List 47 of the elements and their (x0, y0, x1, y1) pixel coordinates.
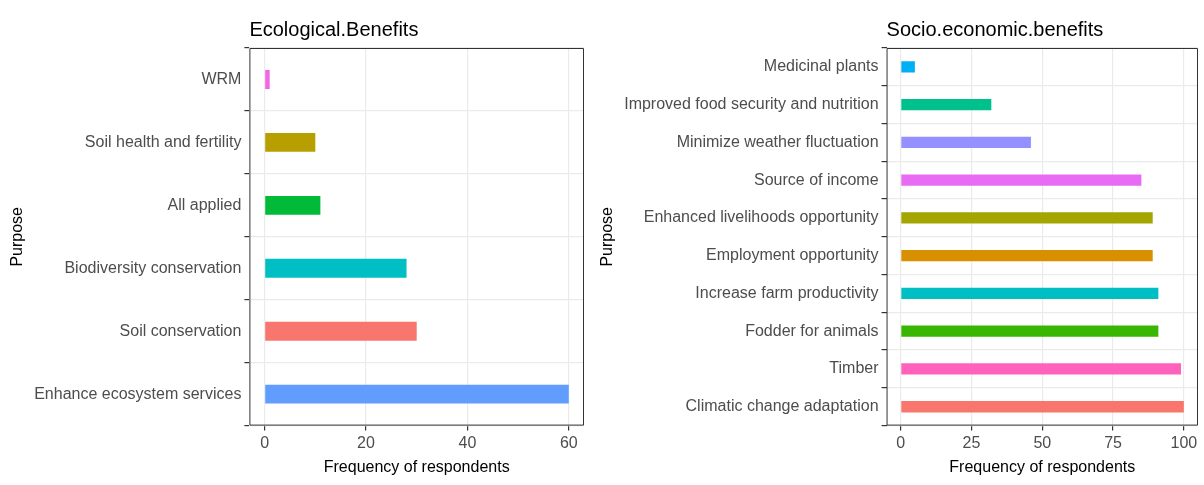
bar (901, 136, 1031, 149)
y-tick-label: Employment opportunity (706, 246, 879, 264)
y-tick-label: Timber (829, 359, 880, 377)
x-tick-label: 100 (1170, 433, 1198, 451)
x-tick-label: 0 (896, 433, 906, 451)
bar (901, 212, 1153, 224)
y-tick-label: Medicinal plants (763, 57, 879, 75)
y-tick-label: All applied (167, 195, 242, 213)
bar (265, 384, 569, 404)
bar (901, 325, 1159, 337)
y-tick-label: Biodiversity conservation (64, 258, 242, 276)
x-axis-title: Frequency of respondents (949, 457, 1136, 475)
bar (901, 174, 1142, 186)
y-tick-label: Improved food security and nutrition (624, 95, 879, 113)
bar (901, 363, 1182, 375)
chart-title: Socio.economic.benefits (886, 18, 1104, 40)
x-tick-label: 25 (962, 433, 981, 451)
y-tick-label: Source of income (754, 170, 879, 188)
bar (901, 250, 1153, 262)
y-tick-label: Minimize weather fluctuation (676, 132, 879, 150)
bar (265, 70, 270, 89)
bar (901, 98, 992, 111)
y-tick-label: Enhanced livelihoods opportunity (643, 208, 879, 226)
x-axis-title: Frequency of respondents (323, 457, 510, 475)
chart-title: Ecological.Benefits (249, 18, 419, 40)
bar (901, 61, 915, 73)
y-tick-label: Soil conservation (119, 321, 242, 339)
y-axis-title: Purpose (8, 206, 26, 267)
x-tick-label: 20 (357, 433, 376, 451)
bar (901, 401, 1184, 413)
bar (265, 321, 417, 341)
bar (265, 132, 316, 152)
y-axis-title: Purpose (598, 206, 616, 267)
bar (265, 195, 321, 215)
y-tick-label: Climatic change adaptation (685, 397, 879, 415)
x-tick-label: 0 (260, 433, 270, 451)
bar (265, 258, 407, 278)
y-tick-label: Fodder for animals (745, 321, 879, 339)
y-tick-label: Increase farm productivity (695, 283, 879, 301)
y-tick-label: Enhance ecosystem services (34, 384, 242, 402)
x-tick-label: 75 (1104, 433, 1123, 451)
y-tick-label: Soil health and fertility (84, 132, 242, 150)
bar (901, 287, 1159, 300)
y-tick-label: WRM (201, 69, 242, 87)
x-tick-label: 40 (458, 433, 477, 451)
x-tick-label: 50 (1033, 433, 1052, 451)
x-tick-label: 60 (559, 433, 578, 451)
